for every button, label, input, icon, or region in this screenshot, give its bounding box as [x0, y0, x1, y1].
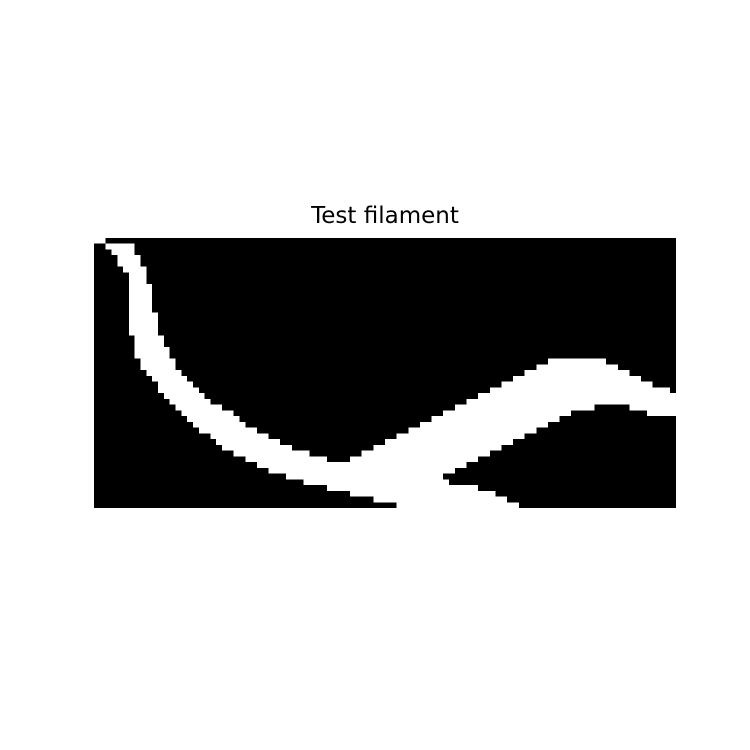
filament-left-segment-31	[187, 416, 240, 422]
filament-left-segment-35	[216, 439, 281, 445]
filament-right-segment-19	[350, 456, 479, 463]
filament-right-segment-18	[361, 450, 490, 457]
filament-left-segment-12	[128, 306, 153, 313]
filament-left-segment-2	[111, 249, 135, 256]
filament-left-segment-32	[192, 421, 246, 428]
filament-left-segment-0	[94, 238, 106, 244]
filament-left-segment-28	[169, 398, 211, 405]
heatmap-image	[94, 238, 676, 508]
chart-title: Test filament	[311, 203, 459, 229]
filament-right-segment-6	[478, 393, 676, 399]
filament-right-segment-15	[396, 433, 525, 440]
filament-right-segment-17	[373, 444, 502, 451]
filament-mask-layer	[94, 238, 676, 508]
filament-right-segment-21	[326, 467, 455, 474]
filament-right-segment-20	[338, 462, 467, 468]
filament-right-segment-1	[536, 364, 618, 371]
filament-right-segment-3	[513, 375, 642, 382]
filament-left-segment-9	[128, 289, 153, 296]
filament-left-segment-5	[123, 266, 147, 273]
filament-left-segment-34	[210, 433, 269, 440]
filament-right-segment-13	[419, 421, 548, 428]
filament-left-segment-16	[128, 329, 159, 336]
filament-left-segment-4	[117, 260, 141, 267]
filament-left-segment-45	[373, 496, 508, 503]
filament-left-segment-1	[105, 243, 135, 250]
filament-left-segment-8	[128, 283, 153, 290]
filament-left-segment-27	[163, 393, 205, 399]
filament-left-segment-26	[158, 387, 199, 394]
filament-left-segment-3	[117, 255, 141, 261]
filament-left-segment-19	[134, 347, 170, 353]
filament-left-segment-44	[350, 490, 496, 497]
filament-left-segment-30	[181, 410, 234, 417]
filament-left-segment-21	[140, 358, 176, 365]
filament-left-segment-40	[268, 467, 380, 474]
filament-right-segment-9	[629, 404, 676, 411]
filament-left-segment-13	[128, 312, 159, 319]
filament-left-segment-20	[134, 352, 170, 359]
filament-right-segment-2	[524, 370, 630, 376]
filament-left-segment-43	[326, 485, 479, 491]
filament-right-segment-11	[646, 410, 676, 417]
filament-left-segment-25	[158, 381, 193, 388]
filament-left-segment-7	[128, 278, 147, 284]
filament-left-segment-23	[146, 370, 182, 376]
filament-right-segment-0	[547, 358, 607, 365]
filament-left-segment-42	[303, 479, 450, 486]
filament-right-segment-10	[443, 410, 572, 417]
filament-left-segment-29	[175, 404, 223, 411]
filament-right-segment-5	[489, 387, 671, 394]
filament-left-segment-46	[396, 502, 519, 508]
filament-left-segment-38	[245, 456, 327, 463]
filament-right-segment-4	[501, 381, 653, 388]
filament-left-segment-22	[140, 364, 176, 371]
filament-left-segment-36	[222, 444, 292, 451]
filament-left-segment-37	[233, 450, 310, 457]
filament-right-segment-14	[408, 427, 537, 434]
filament-left-segment-24	[152, 375, 188, 382]
filament-right-segment-12	[431, 416, 560, 422]
filament-left-segment-6	[128, 272, 147, 279]
filament-left-segment-17	[134, 335, 164, 342]
filament-left-segment-14	[128, 318, 159, 325]
filament-right-segment-22	[315, 473, 444, 480]
filament-right-segment-16	[385, 439, 514, 445]
filament-right-segment-8	[454, 404, 595, 411]
filament-left-segment-39	[256, 462, 351, 468]
filament-left-segment-10	[128, 295, 153, 302]
filament-left-segment-11	[128, 301, 153, 307]
filament-left-segment-15	[128, 324, 159, 330]
filament-left-segment-18	[134, 341, 164, 348]
filament-right-segment-7	[466, 398, 676, 405]
filament-left-segment-33	[198, 427, 257, 434]
